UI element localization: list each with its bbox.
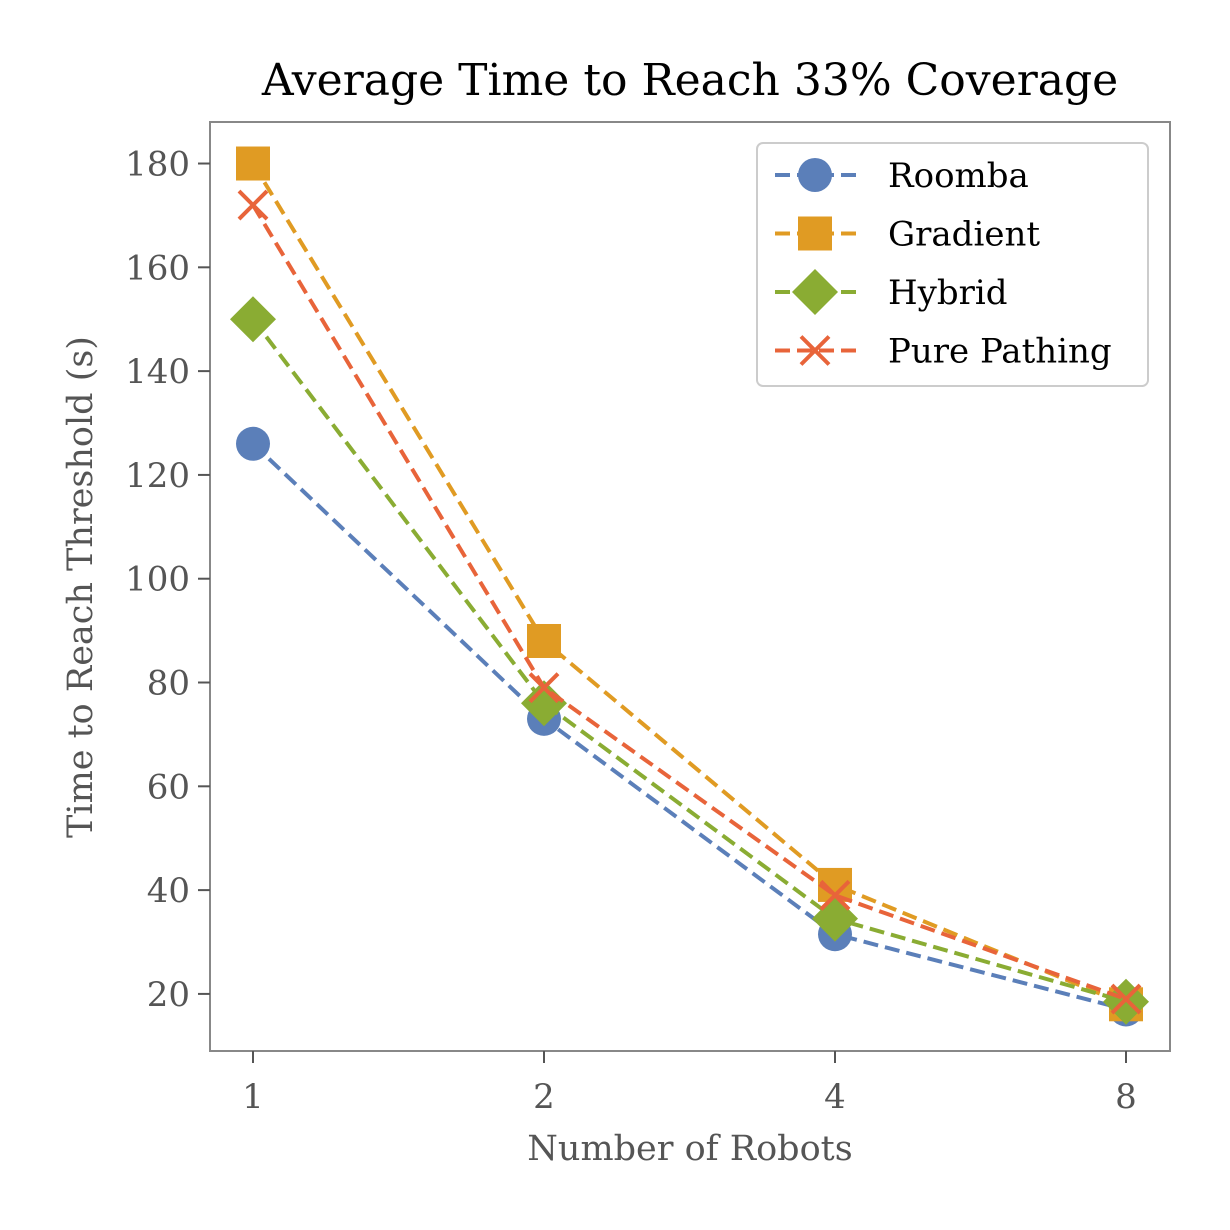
legend-label: Hybrid (888, 273, 1008, 313)
series-line (251, 442, 1127, 1012)
data-point (236, 146, 270, 181)
legend-label: Roomba (888, 156, 1029, 196)
x-tick-label: 1 (242, 1077, 264, 1117)
y-tick-label: 20 (147, 975, 190, 1015)
x-axis-label: Number of Robots (527, 1129, 852, 1169)
legend-marker (798, 158, 832, 192)
legend-label: Gradient (888, 215, 1040, 255)
legend: Roomba Gradient Hybrid Pure Pathing (756, 142, 1149, 387)
legend-marker (799, 335, 831, 366)
legend-marker (798, 216, 832, 251)
x-tick-label: 2 (533, 1077, 555, 1117)
x-axis: 1 2 4 8 (242, 1051, 1137, 1117)
x-tick-label: 4 (824, 1077, 846, 1117)
y-tick-label: 120 (125, 456, 190, 496)
y-tick-label: 100 (125, 560, 190, 600)
data-point (528, 672, 560, 704)
y-axis-label: Time to Reach Threshold (s) (61, 336, 101, 838)
series-pure-pathing (237, 189, 1142, 1015)
data-point (819, 879, 851, 911)
legend-label: Pure Pathing (888, 332, 1112, 372)
series-hybrid (230, 296, 1149, 1025)
y-tick-label: 60 (147, 767, 190, 807)
x-tick-label: 8 (1115, 1077, 1137, 1117)
y-axis: 20 40 60 80 100 120 140 160 180 (125, 145, 210, 1015)
data-point (237, 189, 269, 221)
y-tick-label: 160 (125, 248, 190, 288)
series-roomba (236, 426, 1143, 1027)
legend-marker (792, 269, 838, 315)
series-line (251, 318, 1127, 1004)
series-layer (230, 146, 1149, 1027)
data-point (236, 426, 270, 461)
y-tick-label: 180 (125, 145, 190, 185)
data-point (527, 623, 561, 658)
series-line (251, 162, 1127, 1007)
chart-title: Average Time to Reach 33% Coverage (261, 55, 1118, 106)
y-tick-label: 40 (147, 871, 190, 911)
data-point (230, 296, 276, 343)
plot-frame (209, 121, 1171, 1052)
y-tick-label: 80 (147, 664, 190, 704)
data-point (521, 680, 567, 727)
legend-box (756, 142, 1149, 387)
data-point (1110, 983, 1142, 1015)
y-tick-label: 140 (125, 352, 190, 392)
